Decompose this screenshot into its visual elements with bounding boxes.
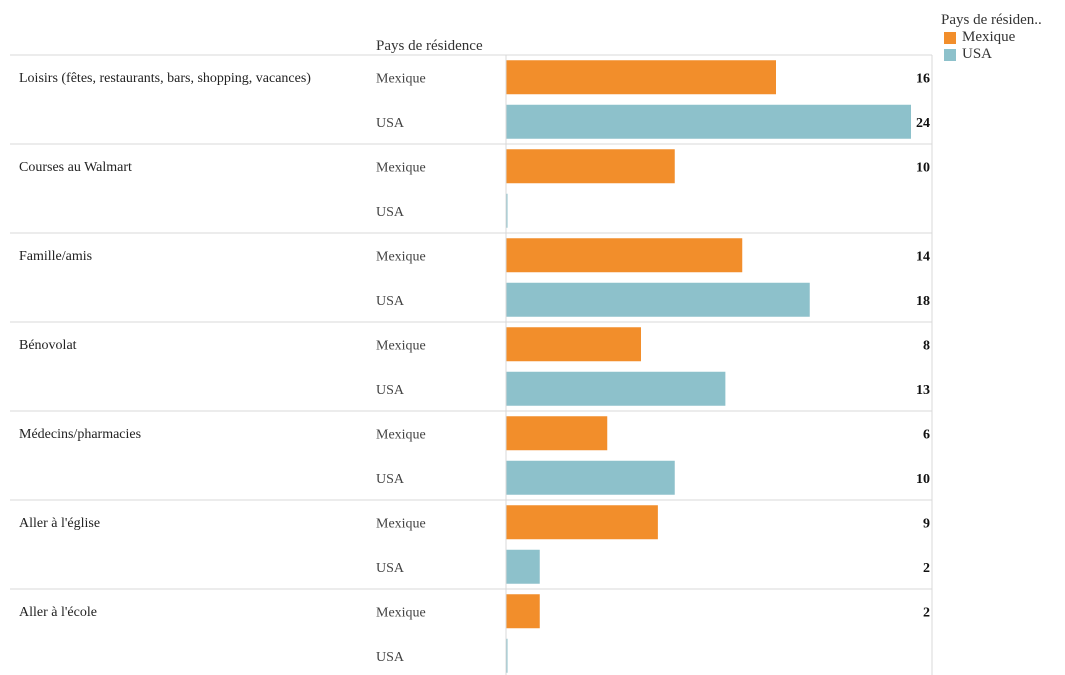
category-label: Courses au Walmart [19,160,132,175]
category-label: Aller à l'église [19,516,100,531]
legend-swatch-mexique [944,31,956,44]
chart-rows: Loisirs (fêtes, restaurants, bars, shopp… [10,54,932,673]
value-label: 6 [923,427,930,442]
legend-title: Pays de résiden.. [941,12,1042,28]
category-label: Médecins/pharmacies [19,427,141,442]
series-label: USA [376,472,405,487]
series-label: USA [376,650,405,665]
bar-usa[interactable] [506,638,508,673]
value-label: 2 [923,561,930,576]
legend-label-usa: USA [962,46,993,62]
bar-mexique[interactable] [506,594,540,629]
value-label: 8 [923,338,930,353]
series-label: USA [376,205,405,220]
category-label: Famille/amis [19,249,92,264]
legend-item-mexique[interactable]: Mexique [941,29,1042,46]
series-label: USA [376,116,405,131]
value-label: 10 [916,472,930,487]
bar-usa[interactable] [506,371,726,406]
value-label: 14 [916,249,930,264]
bar-mexique[interactable] [506,505,658,540]
value-label: 9 [923,516,930,531]
series-label: Mexique [376,338,426,353]
legend-item-usa[interactable]: USA [941,46,1042,63]
value-label: 13 [916,383,930,398]
bar-mexique[interactable] [506,149,675,184]
series-label: USA [376,294,405,309]
series-label: Mexique [376,427,426,442]
value-label: 2 [923,605,930,620]
value-label: 18 [916,294,930,309]
bar-mexique[interactable] [506,416,608,451]
bar-usa[interactable] [506,104,911,139]
category-label: Bénovolat [19,338,77,353]
bar-mexique[interactable] [506,60,776,95]
series-label: USA [376,383,405,398]
value-label: 24 [916,116,930,131]
series-label: Mexique [376,71,426,86]
legend: Pays de résiden.. Mexique USA [941,12,1042,63]
bar-usa[interactable] [506,460,675,495]
series-label: Mexique [376,160,426,175]
series-label: Mexique [376,605,426,620]
column-header: Pays de résidence [376,38,483,54]
category-label: Loisirs (fêtes, restaurants, bars, shopp… [19,71,311,86]
bar-mexique[interactable] [506,238,743,273]
bar-mexique[interactable] [506,327,641,362]
legend-swatch-usa [944,48,956,61]
category-label: Aller à l'école [19,605,97,620]
legend-label-mexique: Mexique [962,29,1016,45]
series-label: USA [376,561,405,576]
value-label: 16 [916,71,930,86]
bar-usa[interactable] [506,282,810,317]
series-label: Mexique [376,516,426,531]
series-label: Mexique [376,249,426,264]
value-label: 10 [916,160,930,175]
bar-usa[interactable] [506,193,508,228]
bar-usa[interactable] [506,549,540,584]
